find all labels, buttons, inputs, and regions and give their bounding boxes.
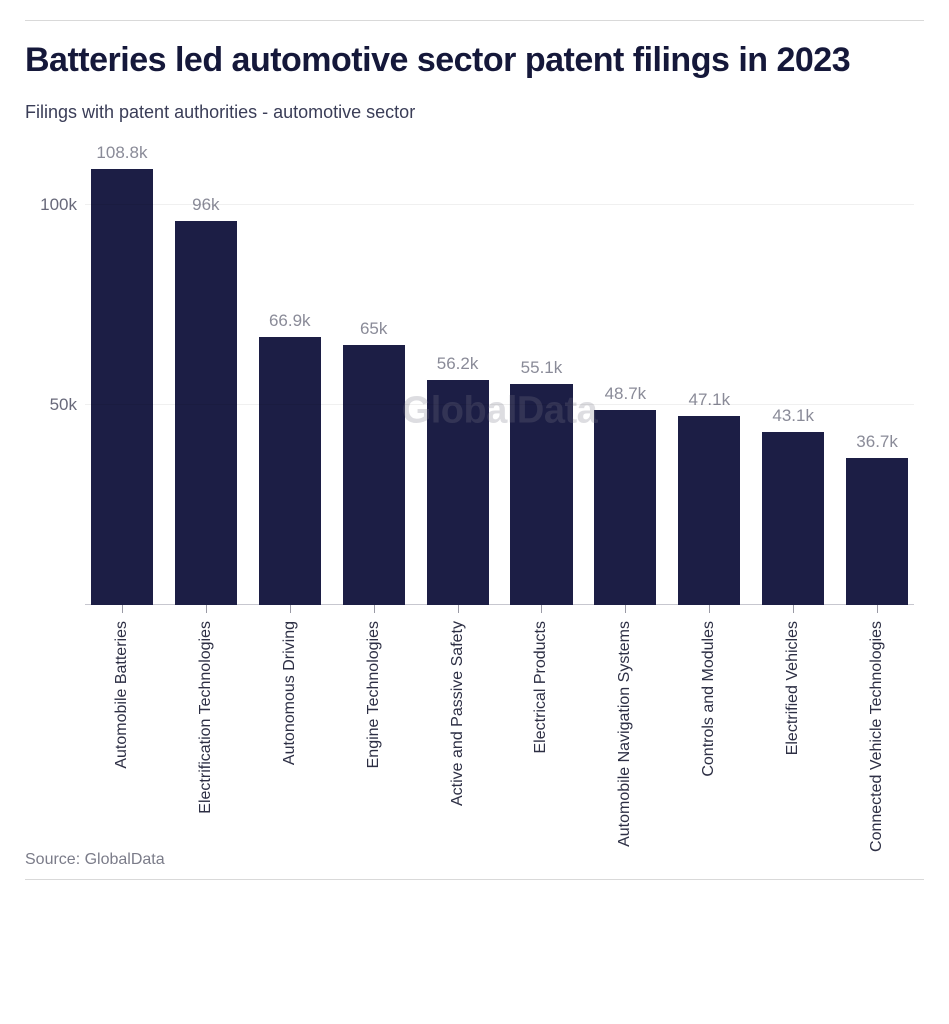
x-tick-label: Controls and Modules (700, 621, 718, 871)
y-tick-label: 100k (25, 195, 77, 215)
bar-slot: 36.7k (840, 145, 914, 605)
bar-value-label: 65k (360, 319, 387, 339)
chart-subtitle: Filings with patent authorities - automo… (25, 102, 924, 123)
bar: 55.1k (510, 384, 572, 604)
bar-slot: 65k (337, 145, 411, 605)
x-tick: Engine Technologies (337, 605, 411, 617)
bar: 108.8k (91, 169, 153, 604)
bar-slot: 43.1k (756, 145, 830, 605)
x-tick-label: Connected Vehicle Technologies (868, 621, 886, 871)
bar-value-label: 96k (192, 195, 219, 215)
x-tick: Active and Passive Safety (421, 605, 495, 617)
bar-slot: 55.1k (505, 145, 579, 605)
x-tick-label: Electrification Technologies (197, 621, 215, 871)
chart-area: 108.8k 96k 66.9k 65k 56.2k 55.1k 48.7k 47.1k 43.… (25, 145, 924, 865)
bar-slot: 47.1k (672, 145, 746, 605)
bar-slot: 48.7k (588, 145, 662, 605)
source-text: Source: GlobalData (25, 851, 165, 869)
bar-value-label: 47.1k (688, 390, 730, 410)
x-tick: Automobile Navigation Systems (588, 605, 662, 617)
bar: 47.1k (678, 416, 740, 604)
bar-slot: 96k (169, 145, 243, 605)
x-tick-label: Automobile Navigation Systems (616, 621, 634, 871)
bar-value-label: 108.8k (96, 143, 147, 163)
x-tick: Autonomous Driving (253, 605, 327, 617)
chart-container: Batteries led automotive sector patent f… (0, 0, 949, 900)
x-tick: Electrical Products (505, 605, 579, 617)
top-rule (25, 20, 924, 21)
x-tick: Connected Vehicle Technologies (840, 605, 914, 617)
x-tick-label: Active and Passive Safety (449, 621, 467, 871)
gridline (85, 404, 914, 405)
plot-area: 108.8k 96k 66.9k 65k 56.2k 55.1k 48.7k 47.1k 43.… (85, 145, 914, 605)
x-tick-label: Electrical Products (532, 621, 550, 871)
bar-slot: 66.9k (253, 145, 327, 605)
bar-slot: 56.2k (421, 145, 495, 605)
x-tick-label: Electrified Vehicles (784, 621, 802, 871)
x-axis: Automobile Batteries Electrification Tech… (85, 605, 914, 617)
y-tick-label: 50k (25, 395, 77, 415)
bar: 96k (175, 221, 237, 605)
bar-value-label: 56.2k (437, 354, 479, 374)
bar-value-label: 48.7k (605, 384, 647, 404)
bar-value-label: 43.1k (772, 406, 814, 426)
chart-title: Batteries led automotive sector patent f… (25, 39, 924, 82)
x-tick-label: Automobile Batteries (113, 621, 131, 871)
bar-slot: 108.8k (85, 145, 159, 605)
x-tick: Controls and Modules (672, 605, 746, 617)
x-tick: Automobile Batteries (85, 605, 159, 617)
bar-value-label: 36.7k (856, 432, 898, 452)
bars-group: 108.8k 96k 66.9k 65k 56.2k 55.1k 48.7k 47.1k 43.… (85, 145, 914, 605)
bar: 56.2k (427, 380, 489, 605)
bar: 66.9k (259, 337, 321, 605)
gridline (85, 204, 914, 205)
bar-value-label: 66.9k (269, 311, 311, 331)
x-tick-label: Autonomous Driving (281, 621, 299, 871)
bar: 36.7k (846, 458, 908, 605)
x-tick: Electrification Technologies (169, 605, 243, 617)
x-tick: Electrified Vehicles (756, 605, 830, 617)
x-tick-label: Engine Technologies (365, 621, 383, 871)
bar-value-label: 55.1k (521, 358, 563, 378)
bar: 43.1k (762, 432, 824, 604)
bar: 48.7k (594, 410, 656, 605)
bar: 65k (343, 345, 405, 605)
bottom-rule (25, 879, 924, 880)
